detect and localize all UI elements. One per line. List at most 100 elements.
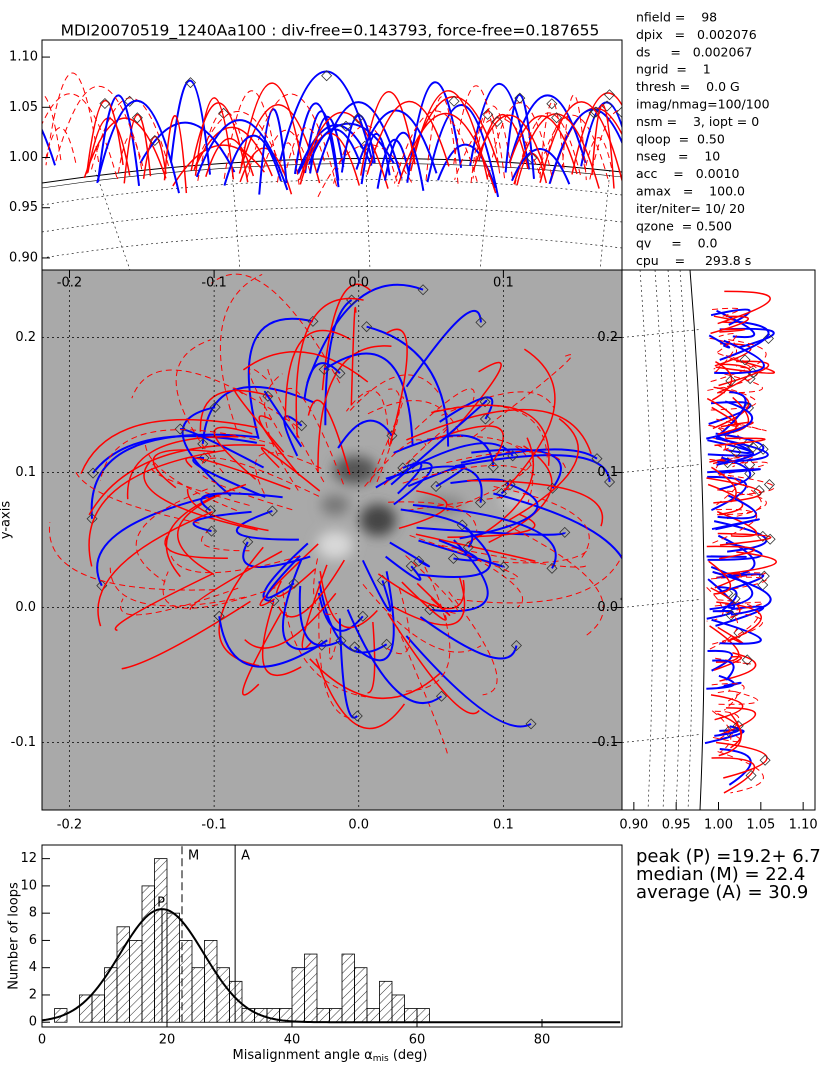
histogram-bar: [166, 912, 180, 1023]
field-line: [402, 464, 538, 484]
field-line: [275, 568, 316, 597]
field-line: [144, 442, 237, 512]
loop-marker: [397, 462, 409, 474]
field-line: [377, 573, 465, 610]
histogram-bar: [316, 1008, 330, 1023]
field-line: [123, 113, 152, 184]
histogram-bar: [416, 1008, 430, 1023]
coord-grid: [679, 270, 693, 810]
parameter: amax = 100.0: [636, 184, 745, 199]
y-tick-label: 12: [20, 851, 37, 866]
field-line: [712, 508, 758, 544]
field-line: [360, 133, 391, 185]
y-tick-label: 0.1: [15, 465, 36, 480]
field-line: [83, 117, 167, 179]
field-line: [416, 526, 566, 536]
field-line: [87, 117, 131, 176]
loop-marker: [99, 98, 111, 110]
coord-grid: [654, 270, 668, 810]
field-line: [143, 461, 258, 531]
field-line: [361, 559, 392, 612]
field-line: [383, 131, 425, 191]
field-line: [169, 79, 212, 175]
field-line: [466, 479, 604, 527]
field-line: [438, 539, 478, 562]
field-line: [718, 689, 759, 705]
field-line: [706, 477, 762, 504]
loop-marker: [479, 413, 491, 425]
field-line: [355, 109, 438, 174]
loop-marker: [266, 505, 278, 517]
field-line: [376, 388, 401, 483]
field-line: [716, 477, 741, 506]
field-line: [711, 466, 737, 503]
field-line: [254, 452, 322, 496]
loop-marker: [296, 420, 308, 432]
field-line: [401, 566, 451, 692]
field-line: [713, 655, 743, 671]
field-line: [299, 132, 361, 186]
loop-marker: [288, 577, 300, 589]
chart-title: MDI20070519_1240Aa100 : div-free=0.14379…: [61, 22, 600, 41]
field-line: [175, 339, 224, 474]
loop-marker: [525, 718, 537, 730]
field-line: [135, 488, 208, 583]
field-line: [717, 534, 756, 579]
field-line: [185, 456, 291, 490]
loop-marker: [334, 367, 346, 379]
loop-marker: [604, 476, 616, 488]
field-line: [205, 137, 255, 178]
mid-lines: [48, 273, 622, 754]
field-line: [264, 373, 299, 491]
field-line: [284, 329, 351, 421]
field-line: [346, 390, 390, 445]
field-line: [426, 104, 500, 198]
field-line: [387, 612, 480, 715]
field-line: [318, 581, 388, 654]
loop-marker: [510, 640, 522, 652]
field-line: [316, 101, 403, 179]
field-line: [472, 354, 573, 438]
field-line: [714, 572, 742, 589]
x-tick-label: 40: [284, 1033, 301, 1048]
field-line: [405, 635, 532, 728]
loop-marker: [340, 120, 352, 132]
field-line: [429, 539, 489, 613]
marker-label: M: [188, 849, 199, 864]
field-line: [388, 501, 478, 532]
field-line: [718, 712, 742, 757]
field-line: [580, 101, 622, 167]
field-line: [710, 386, 757, 411]
y-tick-label: 0.0: [15, 600, 36, 615]
loop-marker: [603, 89, 616, 101]
histogram-bar: [229, 980, 243, 1023]
field-line: [714, 339, 765, 375]
field-line: [405, 555, 459, 614]
coord-grid: [231, 169, 241, 270]
field-line: [454, 454, 611, 483]
field-line: [281, 559, 323, 651]
field-line: [508, 115, 578, 175]
loop-marker: [462, 541, 474, 553]
field-line: [164, 535, 228, 560]
statistic: median (M) = 22.4: [636, 864, 805, 885]
loop-marker: [335, 635, 347, 647]
field-line: [561, 94, 587, 181]
field-line: [45, 72, 100, 166]
field-line: [367, 400, 462, 437]
loop-marker: [482, 108, 494, 120]
field-line: [366, 100, 450, 175]
grid-line: [621, 734, 701, 743]
loop-marker: [745, 769, 757, 781]
field-line: [414, 388, 475, 430]
coord-grid: [667, 270, 681, 810]
field-line: [116, 135, 143, 179]
field-line: [318, 602, 351, 719]
grid-line: [621, 464, 701, 473]
parameter: cpu = 293.8 s: [636, 253, 751, 268]
parameter: dpix = 0.002076: [636, 27, 757, 42]
field-line: [472, 547, 590, 564]
field-line: [88, 444, 266, 516]
field-line: [539, 101, 622, 184]
field-line: [716, 510, 757, 538]
